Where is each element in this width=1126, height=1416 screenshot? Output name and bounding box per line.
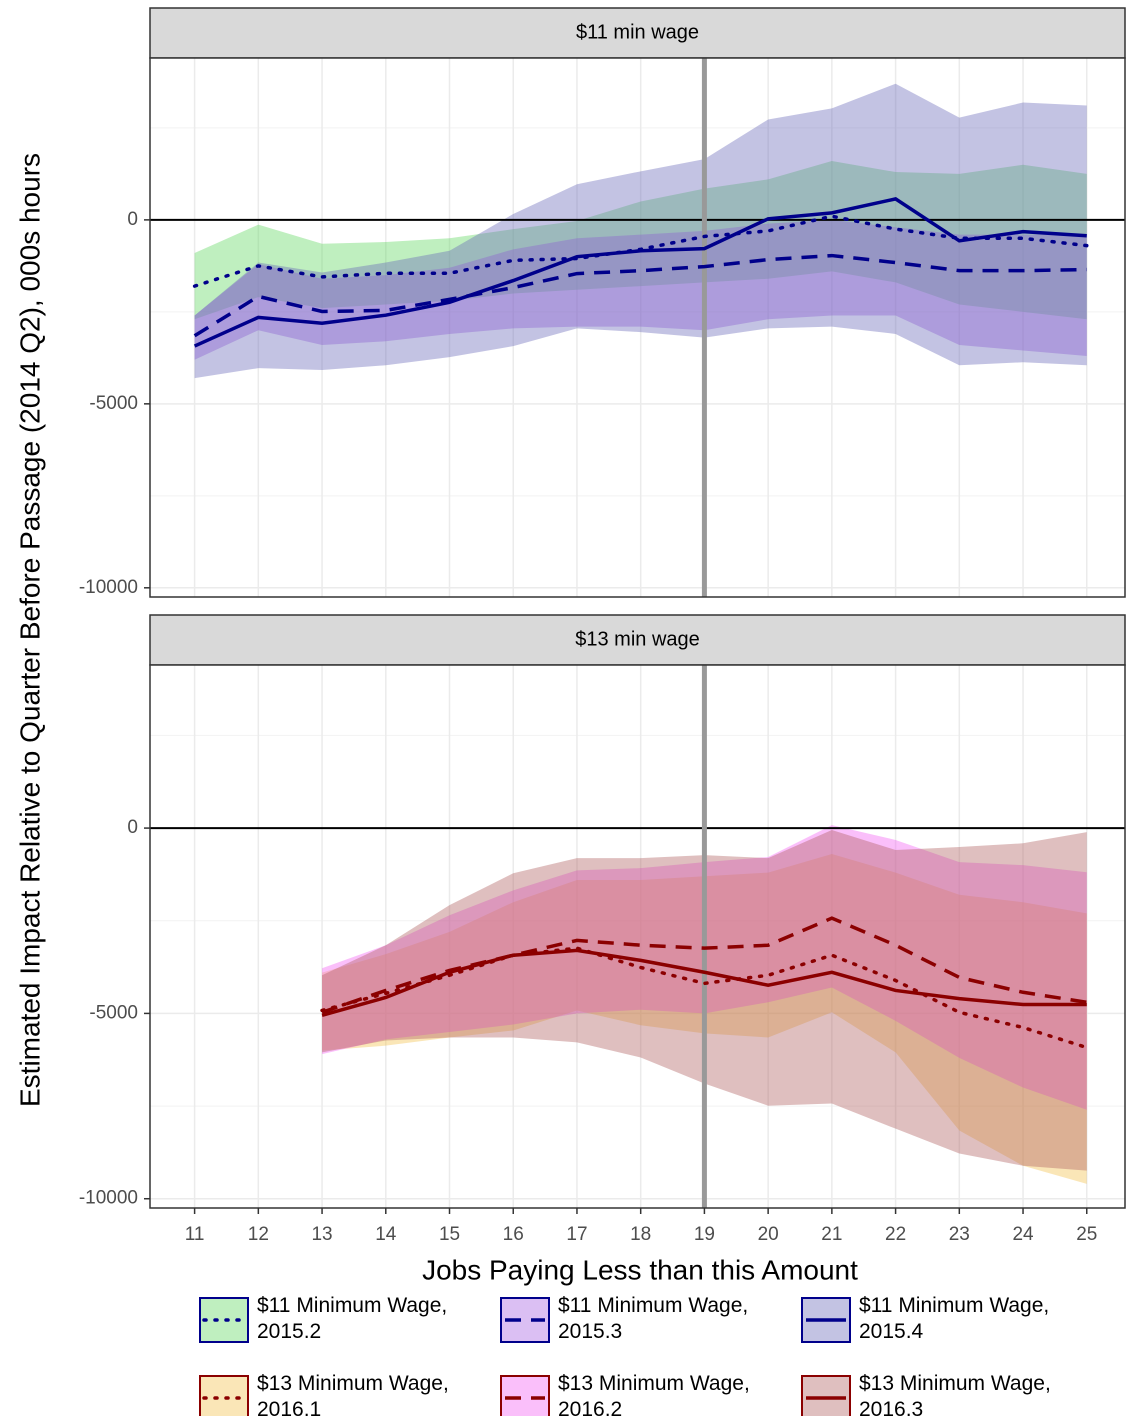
x-tick-label: 13 xyxy=(311,1224,332,1245)
x-tick-label: 19 xyxy=(694,1224,715,1245)
series-line xyxy=(321,948,1087,1017)
legend-key-bg xyxy=(199,1375,249,1416)
x-tick-label: 21 xyxy=(821,1224,842,1245)
legend-key xyxy=(500,1375,550,1416)
legend-label: $13 Minimum Wage, 2016.2 xyxy=(558,1372,750,1416)
legend-key xyxy=(801,1375,851,1416)
strip xyxy=(149,7,1126,59)
y-tick-label: -5000 xyxy=(89,1002,138,1023)
x-tick-label: 22 xyxy=(885,1224,906,1245)
x-tick-label: 24 xyxy=(1012,1224,1034,1245)
legend-key xyxy=(199,1375,249,1416)
x-tick-label: 23 xyxy=(949,1224,970,1245)
x-tick-label: 15 xyxy=(439,1224,460,1245)
plot-bg xyxy=(150,665,1125,1208)
legend-label: $13 Minimum Wage, 2016.1 xyxy=(257,1372,449,1416)
x-tick-label: 12 xyxy=(248,1224,269,1245)
legend-label: $11 Minimum Wage, 2015.3 xyxy=(558,1294,749,1343)
legend-label: $13 Minimum Wage, 2016.3 xyxy=(859,1372,1051,1416)
legend-key-bg xyxy=(801,1375,851,1416)
panel-title: $13 min wage xyxy=(575,628,700,650)
y-tick-label: -10000 xyxy=(79,1188,138,1209)
y-tick-label: -5000 xyxy=(89,393,138,414)
y-tick-label: 0 xyxy=(127,209,138,230)
panel-title: $11 min wage xyxy=(576,21,699,43)
series-line xyxy=(320,946,1089,1050)
x-tick-label: 14 xyxy=(375,1224,397,1245)
legend-key-bg xyxy=(500,1375,550,1416)
x-tick-label: 11 xyxy=(185,1224,205,1245)
x-axis-label: Jobs Paying Less than this Amount xyxy=(422,1254,858,1285)
y-tick-label: 0 xyxy=(127,817,138,838)
legend-label: $11 Minimum Wage, 2015.2 xyxy=(257,1294,448,1343)
legend-label: $11 Minimum Wage, 2015.4 xyxy=(859,1294,1050,1343)
plot-bg xyxy=(150,58,1125,597)
x-tick-label: 20 xyxy=(758,1224,779,1245)
y-tick-label: -10000 xyxy=(79,577,138,598)
series-line xyxy=(193,197,1087,348)
x-tick-label: 25 xyxy=(1076,1224,1097,1245)
panel-border xyxy=(149,57,1126,598)
confidence-band xyxy=(194,161,1087,320)
x-tick-label: 17 xyxy=(566,1224,587,1245)
series-line xyxy=(321,916,1088,1014)
confidence-band xyxy=(194,219,1087,360)
x-tick-label: 18 xyxy=(630,1224,651,1245)
panel-border xyxy=(149,664,1126,1209)
x-tick-label: 16 xyxy=(503,1224,524,1245)
y-axis-label: Estimated Impact Relative to Quarter Bef… xyxy=(14,153,45,1107)
strip xyxy=(149,614,1126,666)
series-line xyxy=(193,253,1087,338)
